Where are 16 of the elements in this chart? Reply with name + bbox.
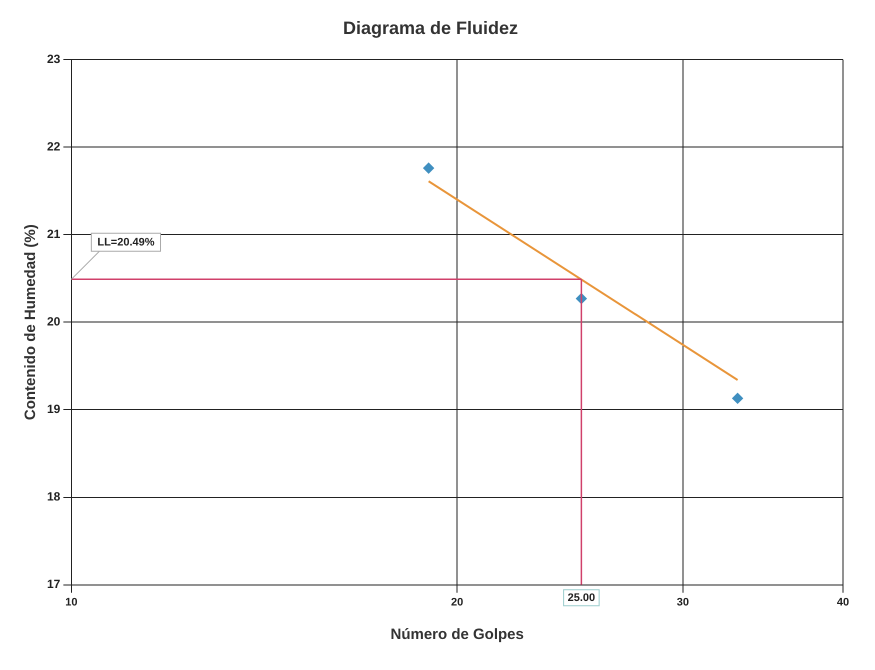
y-tick-label: 17 xyxy=(46,577,61,592)
y-tick-label: 19 xyxy=(46,402,61,416)
y-tick-label: 18 xyxy=(46,490,61,504)
ref-line-label: 25.00 xyxy=(568,592,596,604)
ref-line-label: LL=20.49% xyxy=(97,236,155,248)
chart-title: Diagrama de Fluidez xyxy=(342,18,518,38)
y-tick-label: 20 xyxy=(46,314,61,329)
y-tick-label: 23 xyxy=(46,52,61,66)
y-tick-label: 21 xyxy=(46,226,61,241)
x-tick-label: 20 xyxy=(451,596,464,608)
x-tick-label: 30 xyxy=(676,596,689,608)
x-tick-label: 10 xyxy=(65,596,78,608)
x-tick-label: 40 xyxy=(836,596,850,608)
y-axis-title: Contenido de Humedad (%) xyxy=(22,224,40,420)
y-tick-label: 22 xyxy=(46,139,61,154)
x-axis-title: Número de Golpes xyxy=(390,626,524,644)
